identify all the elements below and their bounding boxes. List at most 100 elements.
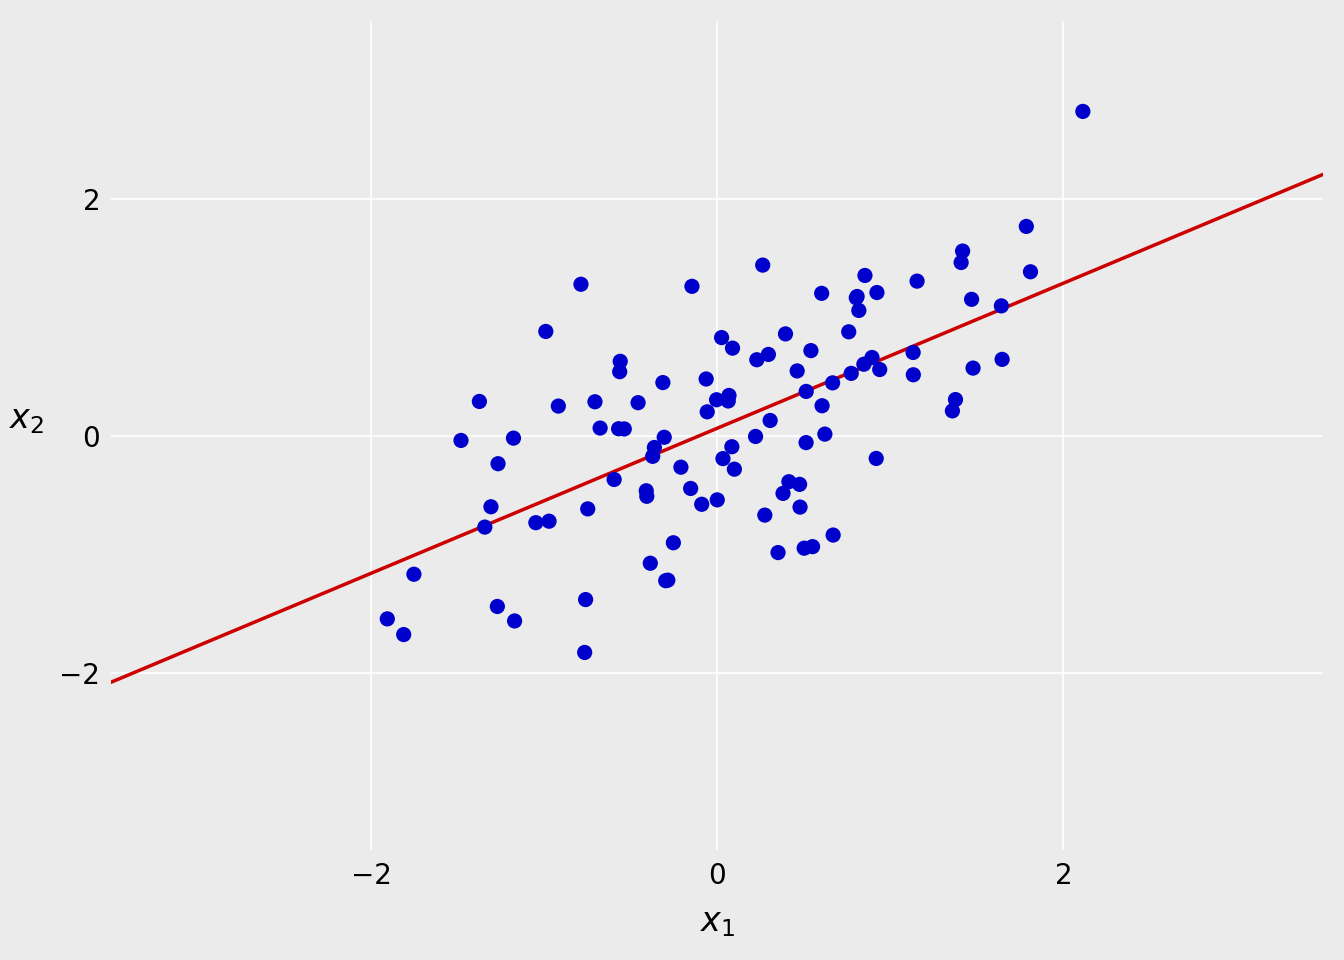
Point <box>789 477 810 492</box>
Point <box>950 254 972 270</box>
Point <box>657 572 679 588</box>
Point <box>718 388 739 403</box>
Point <box>691 496 712 512</box>
Point <box>1073 104 1094 119</box>
Point <box>547 398 569 414</box>
Point <box>585 395 606 410</box>
Point <box>1020 264 1042 279</box>
Point <box>823 527 844 542</box>
Point <box>866 285 887 300</box>
Point <box>607 421 629 437</box>
Point <box>636 483 657 498</box>
Point <box>810 286 832 301</box>
Point <box>845 290 867 305</box>
Point <box>961 292 982 307</box>
Point <box>866 451 887 467</box>
Point <box>695 372 716 387</box>
Point <box>663 535 684 550</box>
Point <box>696 404 718 420</box>
Point <box>487 599 508 614</box>
Point <box>800 343 821 358</box>
Point <box>962 360 984 375</box>
Point <box>613 421 634 437</box>
Point <box>590 420 612 436</box>
Point <box>526 515 547 530</box>
Point <box>403 566 425 582</box>
Point <box>723 462 745 477</box>
Point <box>539 514 560 529</box>
Point <box>711 330 732 346</box>
Point <box>640 556 661 571</box>
Point <box>796 435 817 450</box>
Point <box>902 345 923 360</box>
Point <box>870 362 891 377</box>
Point <box>652 375 673 391</box>
Point <box>862 349 883 365</box>
Point <box>754 508 775 523</box>
Point <box>848 302 870 318</box>
Point <box>786 363 808 378</box>
Point <box>722 341 743 356</box>
Point <box>840 366 862 381</box>
Point <box>376 612 398 627</box>
Point <box>504 613 526 629</box>
Point <box>503 430 524 445</box>
Point <box>796 384 817 399</box>
Point <box>746 352 767 368</box>
Point <box>945 392 966 407</box>
Point <box>488 456 509 471</box>
Point <box>1016 219 1038 234</box>
Point <box>952 244 973 259</box>
Point <box>570 276 591 292</box>
Point <box>823 375 844 391</box>
Point <box>906 274 927 289</box>
Point <box>535 324 556 339</box>
Point <box>847 289 868 304</box>
Point <box>855 268 876 283</box>
Point <box>474 519 496 535</box>
Point <box>469 394 491 409</box>
Point <box>812 398 833 414</box>
Point <box>603 471 625 487</box>
Point <box>680 481 702 496</box>
Point <box>706 392 727 407</box>
Point <box>802 539 824 554</box>
Point <box>853 356 875 372</box>
Point <box>778 474 800 490</box>
Point <box>671 460 692 475</box>
Point <box>773 486 794 501</box>
Point <box>636 489 657 504</box>
Point <box>903 367 925 382</box>
Point <box>712 451 734 467</box>
X-axis label: $x_1$: $x_1$ <box>700 906 735 939</box>
Point <box>758 347 780 362</box>
Point <box>653 429 675 444</box>
Point <box>745 429 766 444</box>
Point <box>722 439 743 454</box>
Point <box>718 394 739 409</box>
Point <box>450 433 472 448</box>
Point <box>759 413 781 428</box>
Point <box>814 426 836 442</box>
Point <box>628 395 649 410</box>
Y-axis label: $x_2$: $x_2$ <box>9 402 44 436</box>
Point <box>767 545 789 561</box>
Point <box>577 501 598 516</box>
Point <box>793 540 814 556</box>
Point <box>942 403 964 419</box>
Point <box>575 592 597 608</box>
Point <box>681 278 703 294</box>
Point <box>609 353 630 369</box>
Point <box>789 499 810 515</box>
Point <box>392 627 414 642</box>
Point <box>707 492 728 508</box>
Point <box>655 573 676 588</box>
Point <box>991 299 1012 314</box>
Point <box>774 326 796 342</box>
Point <box>751 257 773 273</box>
Point <box>992 351 1013 367</box>
Point <box>609 364 630 379</box>
Point <box>837 324 859 340</box>
Point <box>642 448 664 464</box>
Point <box>574 645 595 660</box>
